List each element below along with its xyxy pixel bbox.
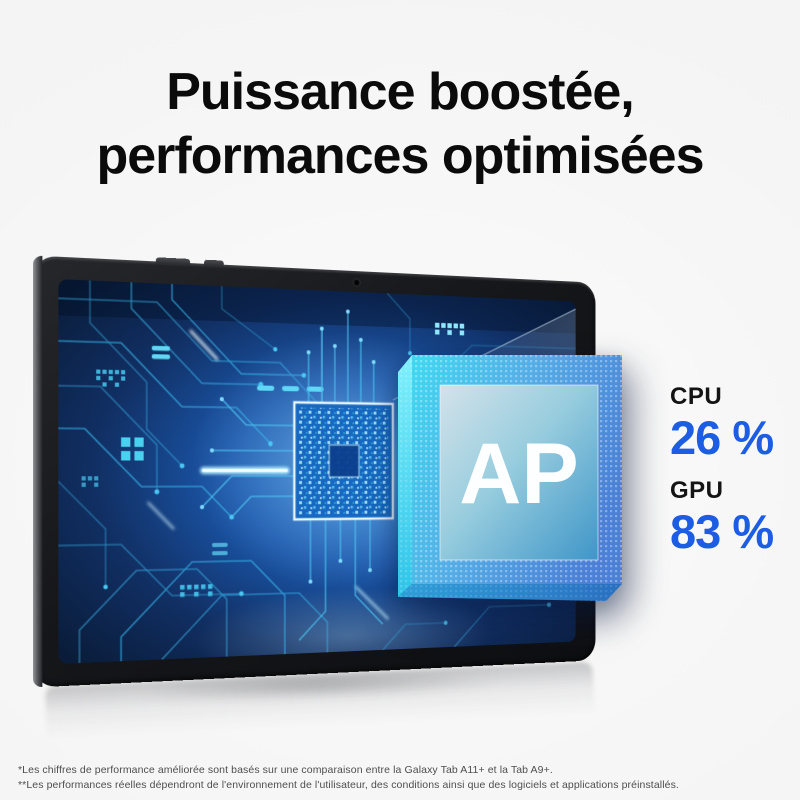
tablet-left-rail [33,255,43,687]
footnote-line-2: **Les performances réelles dépendront de… [18,778,679,793]
ap-chip: AP [395,345,630,610]
headline: Puissance boostée, performances optimisé… [0,60,800,188]
gpu-stat: GPU 83 % [670,478,795,557]
screen-die-chip [294,402,392,519]
headline-line-2: performances optimisées [96,127,703,185]
gpu-value: 83 % [670,507,795,557]
headline-line-1: Puissance boostée, [166,63,634,121]
front-camera [353,279,359,286]
cpu-label: CPU [670,384,795,410]
footnotes: *Les chiffres de performance améliorée s… [18,763,679,793]
performance-stats: CPU 26 % GPU 83 % [670,384,795,572]
cpu-stat: CPU 26 % [670,384,795,463]
gpu-label: GPU [670,478,795,504]
cpu-value: 26 % [670,413,795,463]
volume-button [156,257,190,265]
power-button [204,260,224,267]
ap-chip-label: AP [459,426,578,522]
footnote-line-1: *Les chiffres de performance améliorée s… [18,763,679,778]
